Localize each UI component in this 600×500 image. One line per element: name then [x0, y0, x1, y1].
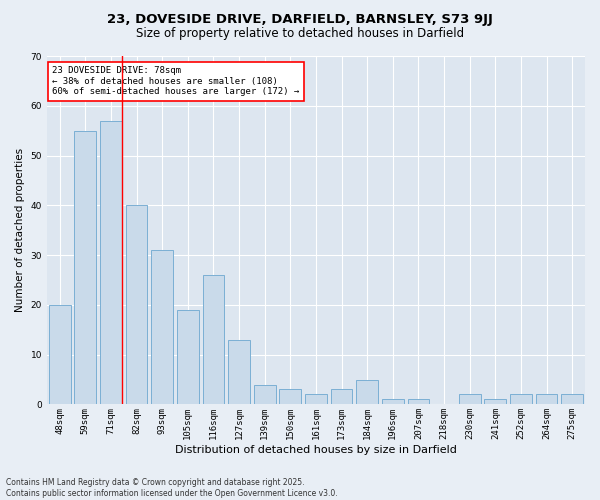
- Bar: [254, 384, 275, 404]
- Bar: [382, 400, 404, 404]
- Bar: [280, 390, 301, 404]
- Bar: [203, 275, 224, 404]
- Bar: [484, 400, 506, 404]
- Bar: [177, 310, 199, 404]
- Bar: [74, 130, 96, 404]
- Bar: [561, 394, 583, 404]
- Bar: [151, 250, 173, 404]
- Text: 23 DOVESIDE DRIVE: 78sqm
← 38% of detached houses are smaller (108)
60% of semi-: 23 DOVESIDE DRIVE: 78sqm ← 38% of detach…: [52, 66, 299, 96]
- Bar: [356, 380, 378, 404]
- Bar: [407, 400, 430, 404]
- Bar: [510, 394, 532, 404]
- Bar: [331, 390, 352, 404]
- Y-axis label: Number of detached properties: Number of detached properties: [15, 148, 25, 312]
- Bar: [49, 305, 71, 404]
- Text: Contains HM Land Registry data © Crown copyright and database right 2025.
Contai: Contains HM Land Registry data © Crown c…: [6, 478, 338, 498]
- X-axis label: Distribution of detached houses by size in Darfield: Distribution of detached houses by size …: [175, 445, 457, 455]
- Bar: [536, 394, 557, 404]
- Text: Size of property relative to detached houses in Darfield: Size of property relative to detached ho…: [136, 28, 464, 40]
- Bar: [100, 120, 122, 405]
- Bar: [459, 394, 481, 404]
- Text: 23, DOVESIDE DRIVE, DARFIELD, BARNSLEY, S73 9JJ: 23, DOVESIDE DRIVE, DARFIELD, BARNSLEY, …: [107, 12, 493, 26]
- Bar: [228, 340, 250, 404]
- Bar: [126, 206, 148, 404]
- Bar: [305, 394, 327, 404]
